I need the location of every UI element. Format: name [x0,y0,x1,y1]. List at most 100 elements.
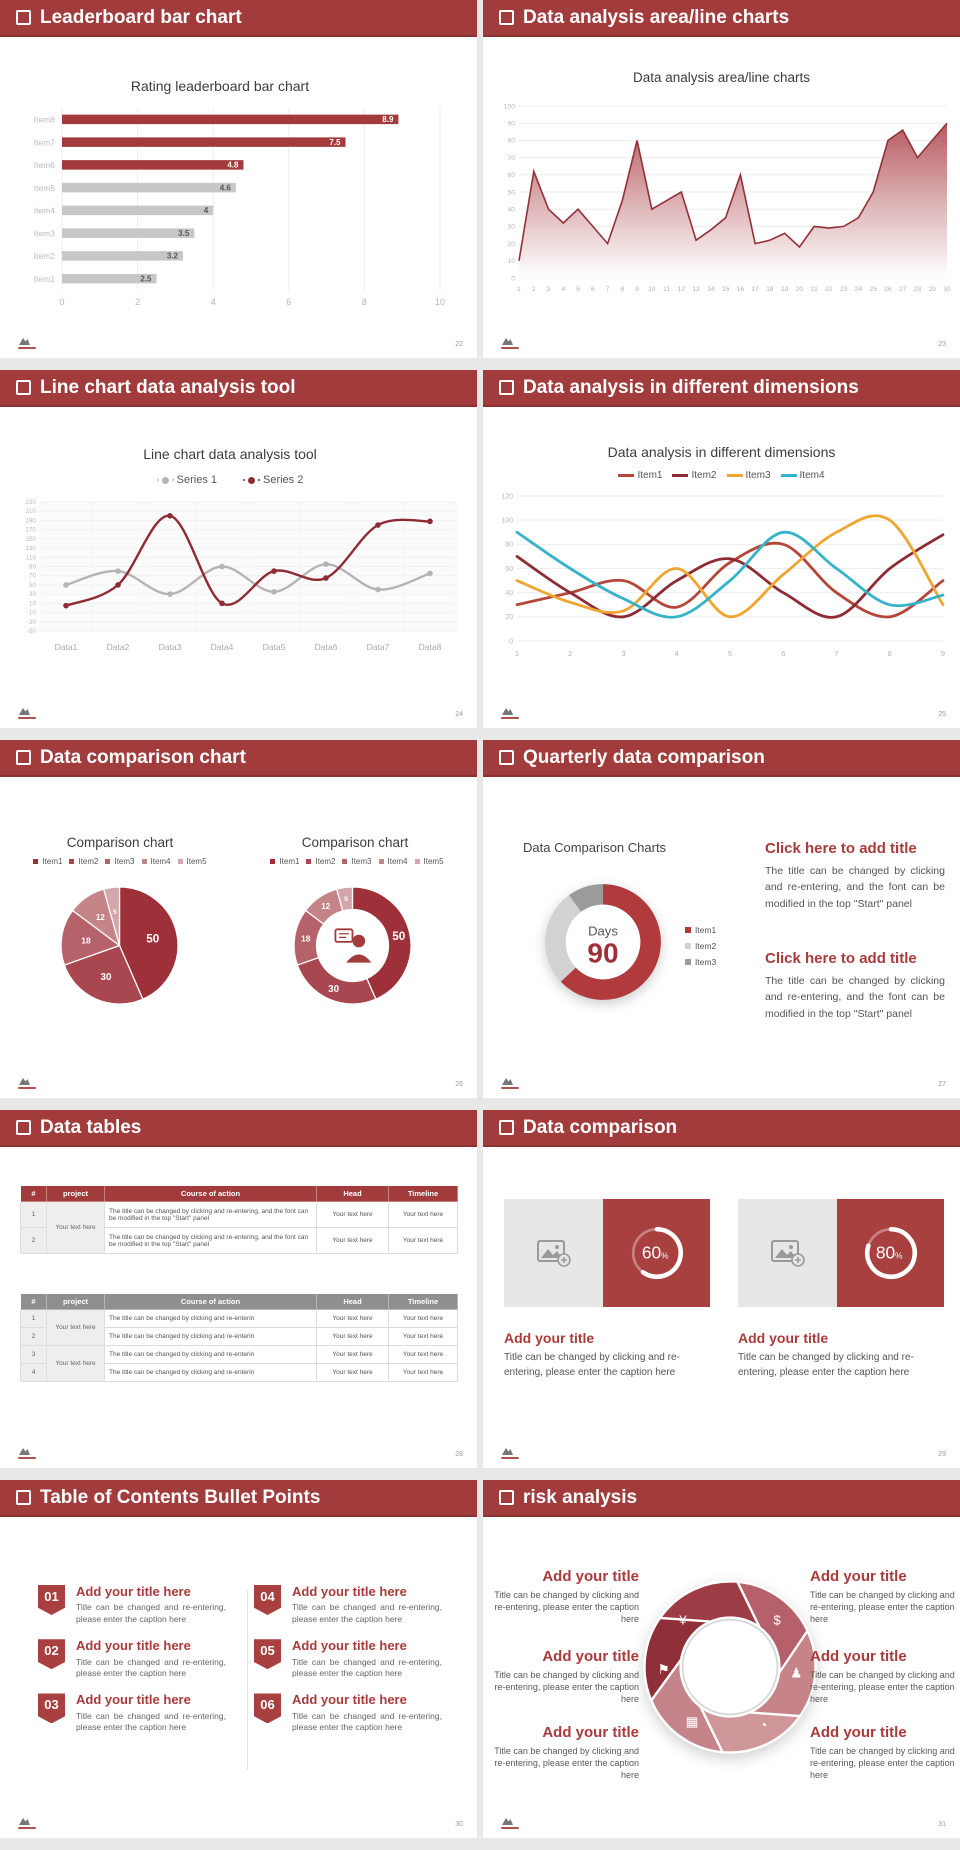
legend-item: Item1 [618,470,662,481]
risk-block: Add your title Title can be changed by c… [810,1724,958,1781]
toc-item-04[interactable]: 04 Add your title here Title can be chan… [254,1584,448,1625]
legend-item: Item3 [105,857,135,866]
slide-data-comparison-chart[interactable]: Data comparison chart Comparison chart C… [0,740,477,1098]
risk-title: Add your title [810,1724,907,1741]
brand-logo [18,707,36,719]
legend-item: Item5 [414,857,444,866]
page-number: 29 [938,1451,946,1458]
toc-number-badge: 05 [254,1639,281,1670]
slide-toc-bullets[interactable]: Table of Contents Bullet Points 01 Add y… [0,1480,477,1838]
svg-text:12: 12 [321,902,330,911]
svg-text:120: 120 [501,493,513,500]
logo-mountain-icon [19,1818,30,1825]
risk-title: Add your title [542,1724,639,1741]
slide-area-line-charts[interactable]: Data analysis area/line charts Data anal… [483,0,960,358]
legend-item: Item2 [69,857,98,866]
slide-header: Data comparison [483,1110,960,1147]
table-row: 1 Your text here The title can be changed … [20,1309,458,1346]
toc-item-06[interactable]: 06 Add your title here Title can be chan… [254,1693,448,1733]
legend-item: Series 2 [243,474,303,486]
slide-title: Line chart data analysis tool [40,376,296,398]
logo-mountain-icon [502,1448,513,1455]
toc-item-title: Add your title here [292,1692,407,1708]
slide-title: risk analysis [523,1486,638,1508]
toc-number-badge: 03 [38,1693,65,1724]
svg-text:18: 18 [301,933,311,943]
slide-progress-comparison[interactable]: Data comparison 60% [483,1110,960,1468]
svg-text:0: 0 [59,297,64,307]
slide-data-tables[interactable]: Data tables # project Course of action Head… [0,1110,477,1468]
logo-mountain-icon [502,708,513,715]
svg-text:0: 0 [511,275,515,282]
slide-dimensions-line-chart[interactable]: Data analysis in different dimensions Da… [483,370,960,728]
toc-item-05[interactable]: 05 Add your title here Title can be chan… [254,1638,448,1679]
svg-text:40: 40 [505,590,513,597]
square-bullet-icon [499,750,514,765]
column-divider [247,1590,248,1770]
legend-item: Item4 [780,470,825,481]
slide-title: Data analysis area/line charts [523,6,790,28]
toc-number-badge: 06 [254,1693,281,1724]
logo-mountain-icon [19,1078,30,1085]
svg-text:3.5: 3.5 [178,229,190,238]
toc-item-02[interactable]: 02 Add your title here Title can be chan… [38,1638,254,1679]
svg-text:190: 190 [25,517,36,524]
svg-text:23: 23 [840,286,848,293]
svg-text:12: 12 [678,286,686,293]
gauge-label: Data Comparison Charts [523,840,667,855]
brand-logo [18,1447,36,1459]
svg-text:Days: Days [588,923,618,938]
svg-text:3: 3 [621,649,625,658]
svg-text:40: 40 [507,207,515,214]
column-header: Head [316,1293,389,1310]
slide-leaderboard-bar-chart[interactable]: Leaderboard bar chart Rating leaderboard… [0,0,477,358]
legend-item: Item4 [378,857,408,866]
legend-item: Item2 [672,470,717,481]
coins-icon: $ [773,1613,781,1628]
svg-text:Data1: Data1 [55,642,78,652]
svg-text:18: 18 [766,286,774,293]
pie-chart-title: Comparison chart [66,835,174,850]
slide-line-chart-tool[interactable]: Line chart data analysis tool Line chart… [0,370,477,728]
svg-text:110: 110 [26,554,37,561]
square-bullet-icon [499,1120,514,1135]
svg-text:230: 230 [25,499,36,506]
risk-block: Add your title Title can be changed by c… [810,1568,958,1625]
svg-text:21: 21 [811,286,819,293]
slide-header: Leaderboard bar chart [0,0,477,37]
slide-risk-analysis[interactable]: risk analysis ¥ $ ♟ ◔ ▦ ⚑ Add your title Titl… [483,1480,960,1838]
svg-text:100: 100 [501,517,513,524]
svg-text:Item7: Item7 [34,137,56,147]
risk-caption: Title can be changed by clicking and re-… [494,1670,639,1705]
block-body: The title can be changed by clicking and… [765,975,945,1020]
risk-title: Add your title [810,1648,907,1665]
svg-text:Data3: Data3 [159,642,182,652]
svg-text:26: 26 [884,286,892,293]
risk-caption: Title can be changed by clicking and re-… [494,1746,639,1781]
svg-text:Item6: Item6 [34,160,56,170]
toc-item-01[interactable]: 01 Add your title here Title can be chan… [38,1584,254,1625]
column-header: Timeline [388,1185,458,1202]
data-table: # project Course of action Head Timeline 1 You… [20,1185,458,1254]
svg-text:9: 9 [941,649,945,658]
svg-text:4: 4 [211,297,216,307]
toc-item-03[interactable]: 03 Add your title here Title can be chan… [38,1693,254,1733]
svg-text:14: 14 [707,286,715,293]
risk-caption: Title can be changed by clicking and re-… [810,1746,955,1781]
donut-chart: 50 30 18 12 5 [285,878,420,1013]
svg-text:90: 90 [507,121,515,128]
svg-text:50: 50 [507,189,515,196]
slide-quarterly-comparison[interactable]: Quarterly data comparison Data Compariso… [483,740,960,1098]
svg-text:Data6: Data6 [315,642,338,652]
svg-text:4.8: 4.8 [227,161,239,170]
brand-logo [18,1817,36,1829]
svg-text:6: 6 [591,286,595,293]
money-bag-icon: ¥ [678,1613,687,1628]
multi-line-chart: 0 20 40 60 80 100 120 1 2 3 4 5 6 7 8 9 [487,486,955,666]
square-bullet-icon [16,380,31,395]
legend-item: Item1 [270,857,299,866]
data-table: # project Course of action Head Timeline 1 You… [20,1293,458,1382]
pie-chart-icon: ◔ [759,1717,767,1732]
svg-text:4: 4 [561,286,565,293]
square-bullet-icon [499,10,514,25]
